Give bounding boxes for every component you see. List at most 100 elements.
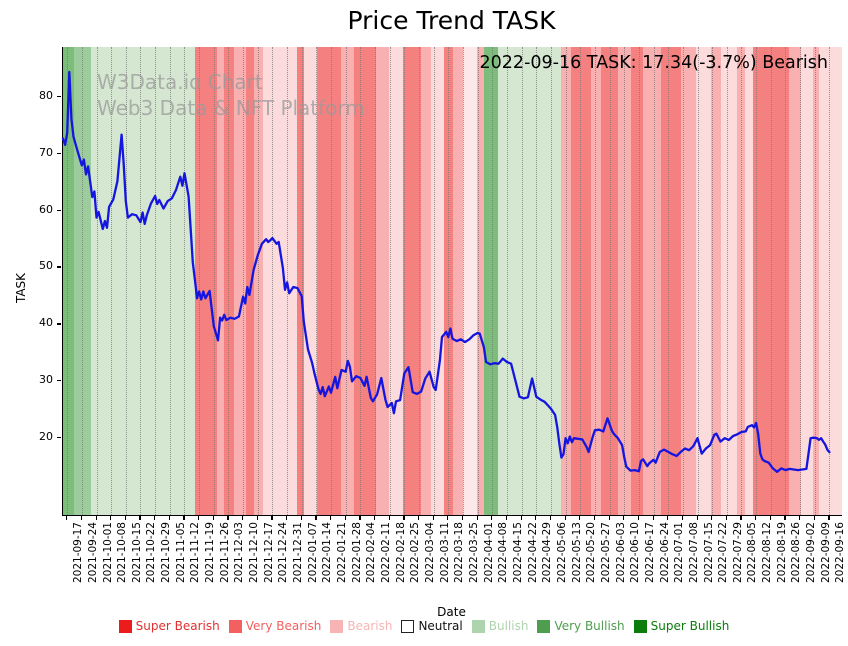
x-tick-mark: [681, 516, 684, 520]
gridline: [741, 47, 743, 515]
y-tick-label: 30: [39, 373, 53, 387]
gridline: [521, 47, 523, 515]
sentiment-band: [263, 47, 297, 515]
gridline: [829, 47, 831, 515]
gridline: [228, 47, 230, 515]
legend-label: Very Bearish: [245, 619, 322, 633]
y-tick-mark: [57, 380, 61, 382]
gridline: [448, 47, 450, 515]
gridline: [199, 47, 201, 515]
x-tick-mark: [564, 516, 566, 520]
legend-label: Bearish: [347, 619, 393, 633]
x-tick-label: 2022-06-24: [658, 522, 671, 584]
gridline: [81, 47, 83, 515]
x-tick-mark: [154, 516, 156, 520]
x-tick-mark: [623, 516, 625, 520]
gridline: [638, 47, 640, 515]
x-tick-mark: [344, 516, 346, 520]
x-tick-label: 2021-10-08: [116, 522, 129, 584]
x-tick-mark: [476, 516, 478, 520]
sentiment-band: [296, 47, 304, 515]
x-tick-mark: [579, 516, 581, 520]
legend-label: Bullish: [488, 619, 529, 633]
legend-swatch-icon: [471, 619, 485, 633]
plot-area: W3Data.io Chart Web3 Data & NFT Platform…: [61, 47, 842, 516]
x-tick-label: 2022-03-18: [453, 522, 466, 584]
x-tick-label: 2022-09-09: [819, 522, 832, 584]
price-line: [61, 70, 831, 473]
x-tick-mark: [549, 516, 552, 520]
sentiment-band: [643, 47, 662, 515]
x-tick-label: 2022-07-29: [731, 522, 744, 584]
x-tick-mark: [256, 516, 258, 520]
x-tick-mark: [124, 516, 126, 520]
x-tick-label: 2021-11-05: [174, 522, 187, 584]
x-tick-mark: [168, 516, 170, 520]
x-tick-mark: [330, 516, 332, 520]
x-tick-mark: [95, 516, 97, 520]
y-tick-mark: [57, 266, 61, 268]
x-tick-mark: [66, 516, 68, 520]
gridline: [800, 47, 802, 515]
gridline: [331, 47, 333, 515]
x-tick-label: 2021-09-24: [86, 522, 99, 584]
legend-swatch-icon: [633, 619, 647, 633]
x-tick-label: 2022-08-19: [775, 522, 788, 584]
x-tick-label: 2022-03-11: [438, 522, 451, 584]
x-tick-label: 2022-06-17: [643, 522, 656, 584]
gridline: [169, 47, 171, 515]
y-tick-mark: [57, 323, 61, 325]
x-tick-label: 2021-12-10: [248, 522, 261, 584]
x-tick-mark: [461, 516, 464, 520]
x-tick-mark: [110, 516, 112, 520]
x-tick-mark: [417, 516, 420, 520]
x-tick-label: 2021-09-17: [72, 522, 85, 584]
x-tick-mark: [667, 516, 669, 520]
sentiment-band: [316, 47, 342, 515]
gridline: [712, 47, 714, 515]
x-tick-label: 2022-06-10: [629, 522, 642, 584]
x-tick-label: 2022-02-04: [365, 522, 378, 584]
x-tick-label: 2022-01-28: [350, 522, 363, 584]
gridline: [316, 47, 318, 515]
sentiment-band: [91, 47, 195, 515]
legend-item-super-bearish: Super Bearish: [118, 619, 220, 633]
sentiment-band: [813, 47, 819, 515]
gridline: [125, 47, 127, 515]
x-tick-label: 2022-05-27: [599, 522, 612, 584]
y-tick-label: 80: [39, 88, 53, 102]
sentiment-band: [402, 47, 422, 515]
chart-title: Price Trend TASK: [347, 6, 556, 35]
x-tick-label: 2021-12-17: [262, 522, 275, 584]
x-tick-label: 2022-02-25: [409, 522, 422, 584]
y-axis-title: TASK: [14, 272, 29, 304]
sentiment-band: [661, 47, 681, 515]
x-tick-label: 2022-04-08: [497, 522, 510, 584]
x-tick-label: 2021-10-01: [101, 522, 114, 584]
gridline: [814, 47, 816, 515]
x-tick-label: 2022-07-15: [702, 522, 715, 584]
legend-item-very-bearish: Very Bearish: [228, 619, 322, 633]
x-tick-label: 2021-12-31: [292, 522, 305, 584]
legend-swatch-icon: [118, 619, 132, 633]
x-tick-label: 2022-05-20: [585, 522, 598, 584]
x-tick-mark: [80, 516, 83, 520]
x-tick-mark: [755, 516, 757, 520]
gridline: [155, 47, 157, 515]
gridline: [243, 47, 245, 515]
gridline: [624, 47, 626, 515]
legend-label: Neutral: [418, 619, 463, 633]
gridline: [345, 47, 347, 515]
gridline: [565, 47, 567, 515]
y-tick-label: 20: [39, 430, 53, 444]
x-tick-label: 2021-12-03: [233, 522, 246, 584]
gridline: [418, 47, 420, 515]
gridline: [140, 47, 142, 515]
sentiment-band: [630, 47, 644, 515]
legend-swatch-icon: [401, 619, 415, 633]
sentiment-band: [476, 47, 484, 515]
y-tick-mark: [57, 437, 61, 439]
x-tick-label: 2022-07-22: [717, 522, 730, 584]
legend-label: Very Bullish: [554, 619, 625, 633]
sentiment-band: [680, 47, 697, 515]
